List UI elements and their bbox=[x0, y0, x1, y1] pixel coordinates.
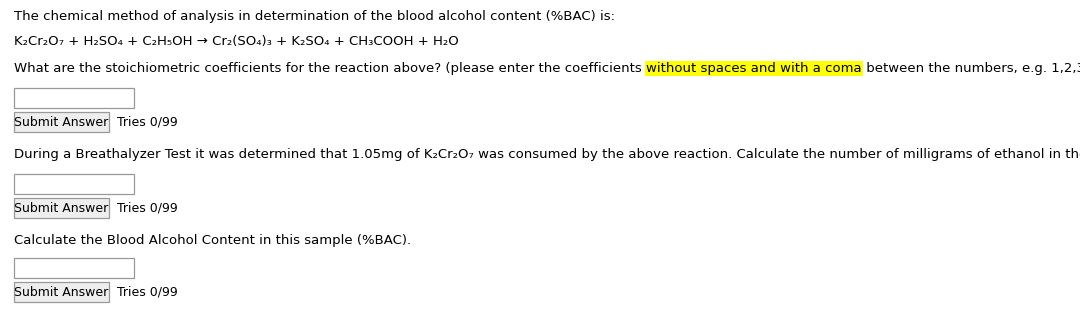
Text: What are the stoichiometric coefficients for the reaction above? (please enter t: What are the stoichiometric coefficients… bbox=[14, 62, 646, 75]
Bar bbox=[14, 174, 134, 194]
Text: K₂Cr₂O₇ + H₂SO₄ + C₂H₅OH → Cr₂(SO₄)₃ + K₂SO₄ + CH₃COOH + H₂O: K₂Cr₂O₇ + H₂SO₄ + C₂H₅OH → Cr₂(SO₄)₃ + K… bbox=[14, 35, 459, 48]
Text: Calculate the Blood Alcohol Content in this sample (%BAC).: Calculate the Blood Alcohol Content in t… bbox=[14, 234, 411, 247]
Text: Tries 0/99: Tries 0/99 bbox=[117, 202, 178, 215]
Text: During a Breathalyzer Test it was determined that 1.05mg of K₂Cr₂O₇ was consumed: During a Breathalyzer Test it was determ… bbox=[14, 148, 1080, 161]
Text: Submit Answer: Submit Answer bbox=[14, 202, 109, 215]
Text: Submit Answer: Submit Answer bbox=[14, 286, 109, 299]
Text: without spaces and with a coma: without spaces and with a coma bbox=[646, 62, 862, 75]
Text: The chemical method of analysis in determination of the blood alcohol content (%: The chemical method of analysis in deter… bbox=[14, 10, 615, 23]
Text: Submit Answer: Submit Answer bbox=[14, 115, 109, 128]
Text: between the numbers, e.g. 1,2,3,4): between the numbers, e.g. 1,2,3,4) bbox=[862, 62, 1080, 75]
Bar bbox=[14, 198, 109, 218]
Bar bbox=[14, 112, 109, 132]
Text: Tries 0/99: Tries 0/99 bbox=[117, 286, 178, 299]
Text: Tries 0/99: Tries 0/99 bbox=[117, 115, 178, 128]
Bar bbox=[14, 88, 134, 108]
Bar bbox=[14, 282, 109, 302]
Bar bbox=[14, 258, 134, 278]
